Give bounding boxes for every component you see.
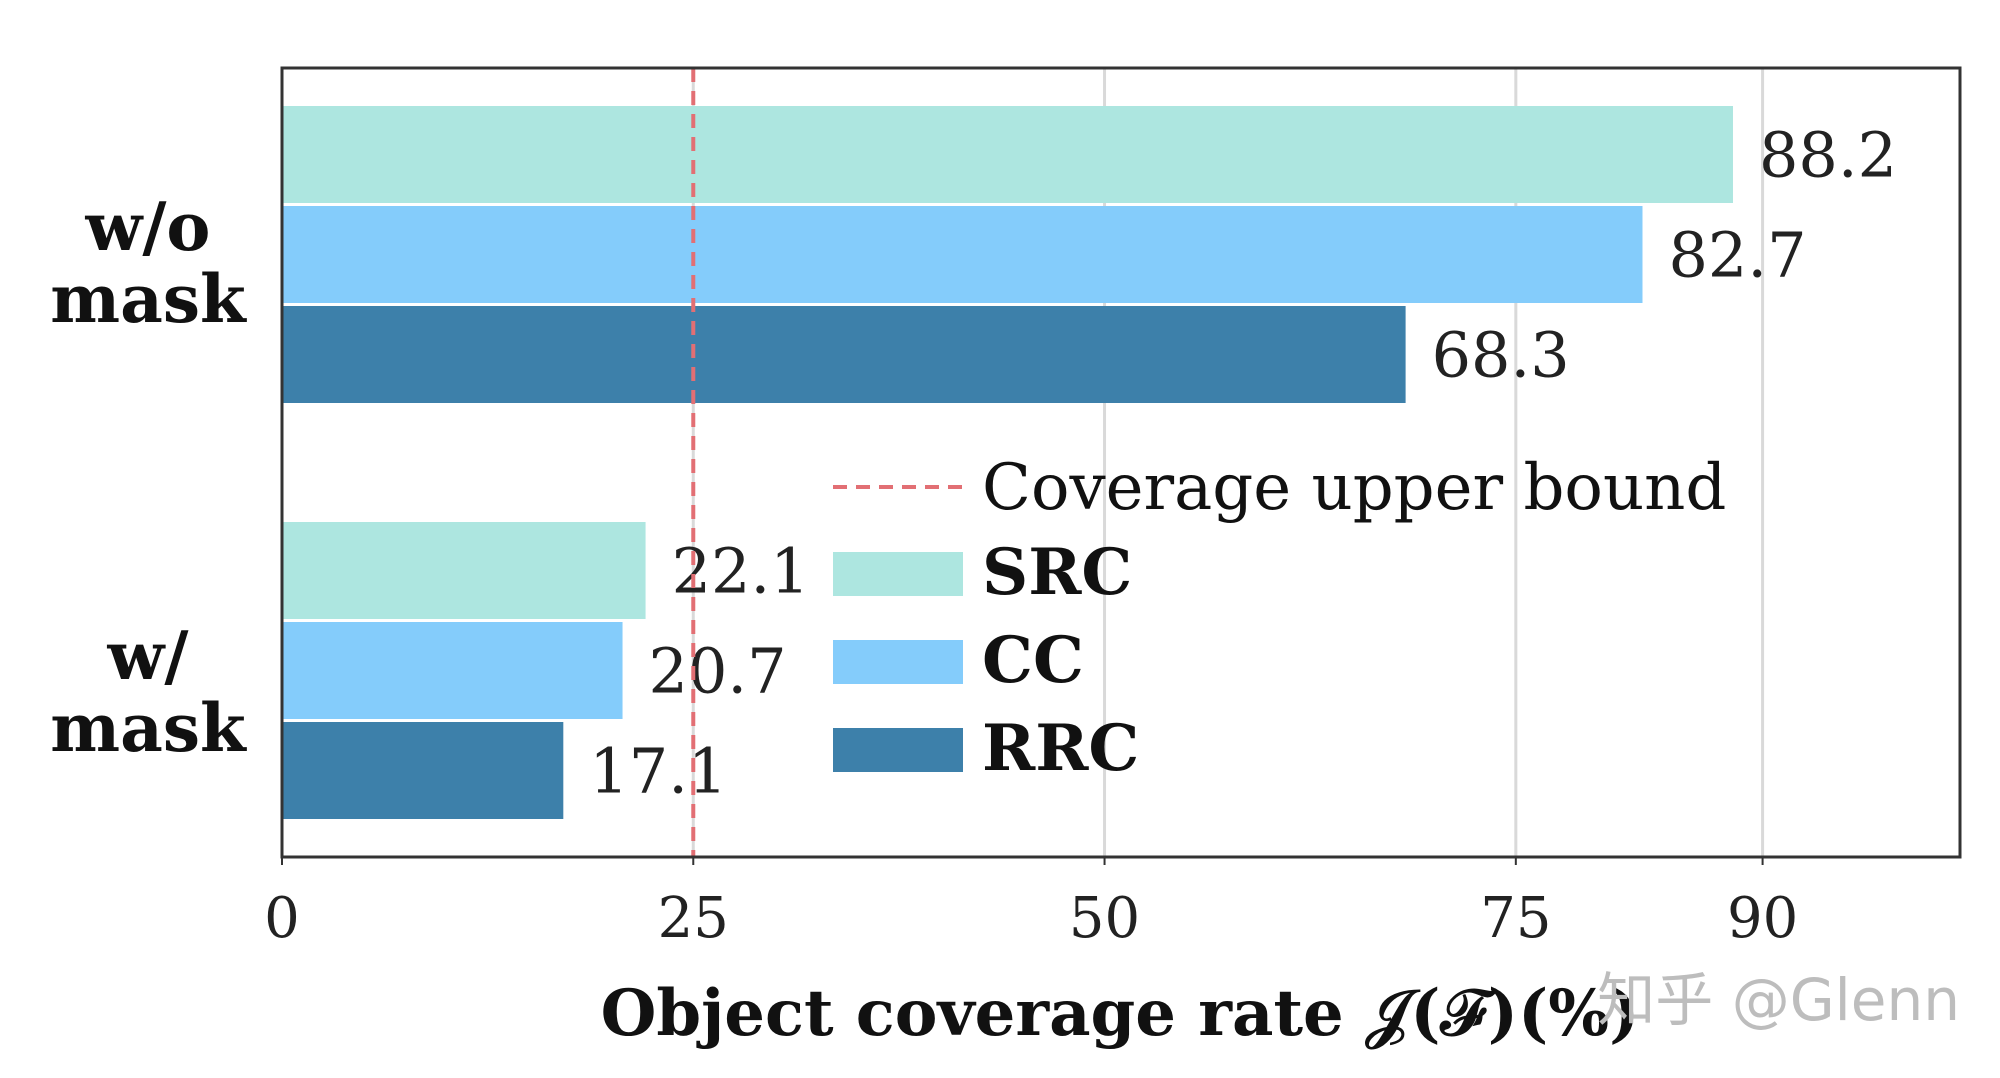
legend-label-cc: CC bbox=[982, 623, 1084, 698]
x-tick-label: 25 bbox=[658, 886, 729, 951]
category-label: w/o mask bbox=[50, 188, 247, 338]
bar-src-1 bbox=[282, 522, 646, 619]
watermark: 知乎 @Glenn bbox=[1597, 966, 1960, 1034]
legend-swatch-src bbox=[833, 552, 963, 596]
legend-label-rrc: RRC bbox=[982, 711, 1139, 786]
category-labels: w/o mask w/mask bbox=[50, 188, 247, 767]
bar-src-0 bbox=[282, 106, 1733, 203]
value-label: 17.1 bbox=[589, 735, 727, 808]
x-tick-label: 0 bbox=[264, 886, 300, 951]
x-ticks: 0 25 50 75 90 bbox=[264, 857, 1798, 951]
bar-rrc-1 bbox=[282, 722, 564, 819]
legend-label-src: SRC bbox=[982, 535, 1132, 610]
value-label: 88.2 bbox=[1759, 119, 1897, 192]
value-label: 68.3 bbox=[1432, 319, 1570, 392]
legend-swatch-cc bbox=[833, 640, 963, 684]
bar-cc-1 bbox=[282, 622, 623, 719]
value-label: 22.1 bbox=[672, 535, 810, 608]
value-label: 82.7 bbox=[1668, 219, 1806, 292]
bars: 88.2 22.1 82.7 20.7 68.3 17.1 bbox=[282, 106, 1897, 819]
x-axis-label: Object coverage rate 𝒥(ℱ)(%) bbox=[601, 976, 1640, 1051]
x-tick-label: 50 bbox=[1069, 886, 1140, 951]
x-tick-label: 90 bbox=[1727, 886, 1798, 951]
plot-frame bbox=[280, 66, 1962, 859]
x-tick-label: 75 bbox=[1480, 886, 1551, 951]
legend-swatch-rrc bbox=[833, 728, 963, 772]
value-label: 20.7 bbox=[649, 635, 787, 708]
legend-label-reference: Coverage upper bound bbox=[982, 451, 1726, 525]
bar-rrc-0 bbox=[282, 306, 1406, 403]
bar-cc-0 bbox=[282, 206, 1643, 303]
category-label: w/mask bbox=[50, 617, 247, 767]
legend: Coverage upper bound SRC CC RRC bbox=[833, 451, 1726, 786]
